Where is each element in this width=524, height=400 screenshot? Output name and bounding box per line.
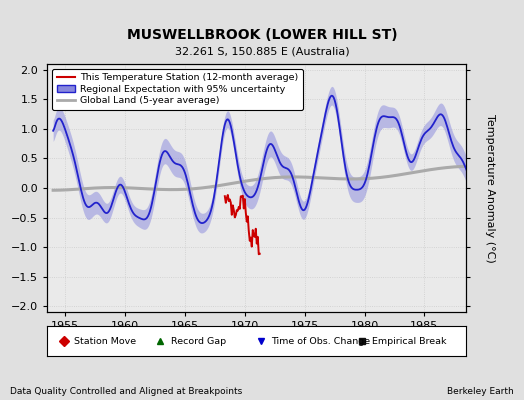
Y-axis label: Temperature Anomaly (°C): Temperature Anomaly (°C) [485, 114, 495, 262]
Text: Record Gap: Record Gap [171, 336, 226, 346]
Text: Berkeley Earth: Berkeley Earth [447, 387, 514, 396]
Text: Data Quality Controlled and Aligned at Breakpoints: Data Quality Controlled and Aligned at B… [10, 387, 243, 396]
Text: 32.261 S, 150.885 E (Australia): 32.261 S, 150.885 E (Australia) [174, 47, 350, 57]
Text: Empirical Break: Empirical Break [372, 336, 446, 346]
Legend: This Temperature Station (12-month average), Regional Expectation with 95% uncer: This Temperature Station (12-month avera… [52, 69, 303, 110]
Text: MUSWELLBROOK (LOWER HILL ST): MUSWELLBROOK (LOWER HILL ST) [127, 28, 397, 42]
Text: Time of Obs. Change: Time of Obs. Change [271, 336, 370, 346]
Text: Station Move: Station Move [74, 336, 137, 346]
